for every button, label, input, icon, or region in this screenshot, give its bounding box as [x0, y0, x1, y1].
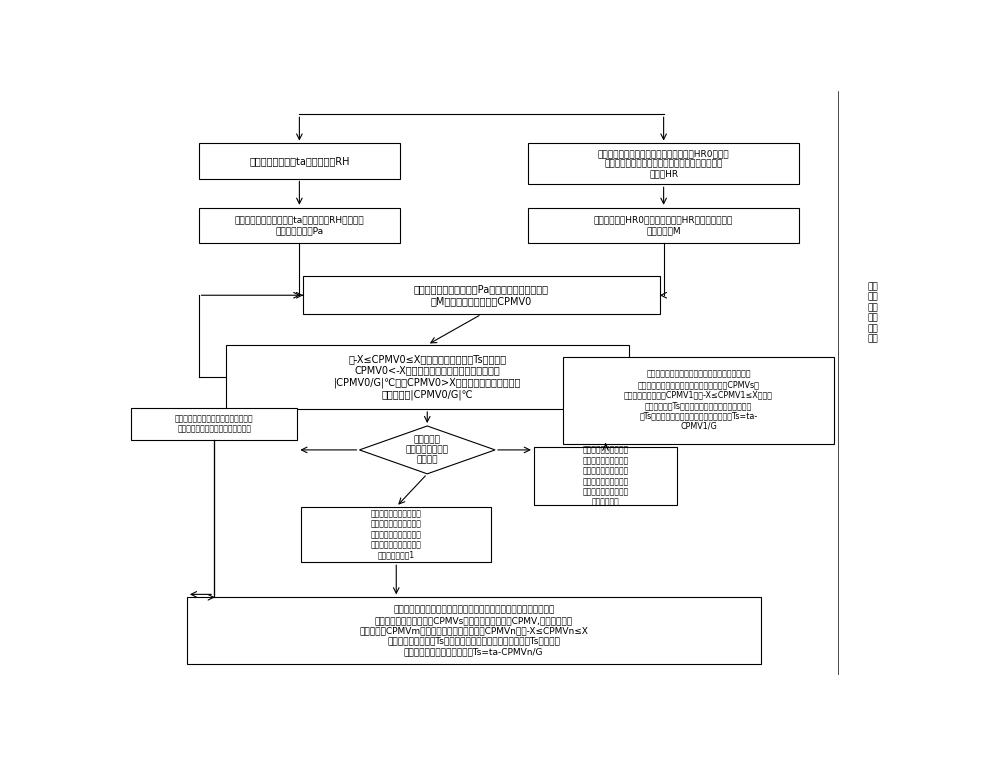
- FancyBboxPatch shape: [226, 345, 629, 409]
- Text: 是否接收到
用户输入的空调温
度设定点: 是否接收到 用户输入的空调温 度设定点: [406, 435, 449, 465]
- Text: 接收到用户输入的空调温
度设定点，且采用多次加
权控制模式，历史上接收
到用户输入的空调温度设
定点的次数大于1: 接收到用户输入的空调温 度设定点，且采用多次加 权控制模式，历史上接收 到用户输…: [371, 509, 422, 560]
- Text: 当-X≤CPMV0≤X时，空调温度设定点Ts不变；当
CPMV0<-X时，空调温度设定点相对于室温上升
|CPMV0/G|℃；当CPMV0>X时，空调温度设定点: 当-X≤CPMV0≤X时，空调温度设定点Ts不变；当 CPMV0<-X时，空调温…: [334, 354, 521, 400]
- FancyBboxPatch shape: [199, 208, 400, 243]
- Text: 按照用户输入的空调温度设定点进行控制，运行第
三预设时间段后，计算用户设定热感觉指标CPMVs，
计算热感觉指标差值CPMV1，当-X≤CPMV1≤X时，空
调: 按照用户输入的空调温度设定点进行控制，运行第 三预设时间段后，计算用户设定热感觉…: [624, 370, 773, 431]
- FancyBboxPatch shape: [199, 143, 400, 179]
- FancyBboxPatch shape: [534, 447, 677, 506]
- Text: 基于静息心率HR0及实时平均心率HR计算用户实时代
谢率估算值M: 基于静息心率HR0及实时平均心率HR计算用户实时代 谢率估算值M: [594, 215, 733, 235]
- Text: 基于室内空气水分分压力Pa及用户实时代谢率估算
值M计算用户热感觉指标CPMV0: 基于室内空气水分分压力Pa及用户实时代谢率估算 值M计算用户热感觉指标CPMV0: [414, 284, 549, 306]
- Text: 基于采集的室内空气温度ta及室内湿度RH计算室内
空气水分分压力Pa: 基于采集的室内空气温度ta及室内湿度RH计算室内 空气水分分压力Pa: [235, 215, 364, 235]
- Text: 采集用户平均历史睡眠心率作为静息心率HR0，采集
用户当前时刻之前第一预设时长的心率作为实时平
均心率HR: 采集用户平均历史睡眠心率作为静息心率HR0，采集 用户当前时刻之前第一预设时长的…: [598, 149, 729, 179]
- FancyBboxPatch shape: [131, 408, 297, 440]
- Text: 接收到用户输入的空调
温度设定点，且采用单
次简单控制模式或采用
多次加权控制模式但首
次接收到用户输入的空
调温度设定点: 接收到用户输入的空调 温度设定点，且采用单 次简单控制模式或采用 多次加权控制模…: [582, 446, 629, 506]
- FancyBboxPatch shape: [303, 276, 660, 315]
- Text: 按照用户输入的空调温度设定点进行控制，运行第三预设时间段后，
计算用户设定热感觉指标CPMVs，基于所有历史上的CPMV,计算加权平均
热感觉指标CPMVm，计: 按照用户输入的空调温度设定点进行控制，运行第三预设时间段后， 计算用户设定热感觉…: [359, 606, 588, 656]
- FancyBboxPatch shape: [528, 143, 799, 184]
- FancyBboxPatch shape: [563, 356, 834, 444]
- FancyBboxPatch shape: [528, 208, 799, 243]
- Polygon shape: [359, 426, 495, 474]
- FancyBboxPatch shape: [187, 597, 761, 665]
- Text: 控制
并运
行第
二预
设时
长后: 控制 并运 行第 二预 设时 长后: [868, 282, 878, 343]
- Text: 进行控制并运行第二预设时长后，始终
未接收到用户输入的空调温度设定点: 进行控制并运行第二预设时长后，始终 未接收到用户输入的空调温度设定点: [175, 414, 253, 434]
- Text: 采集室内空气温度ta及室内湿度RH: 采集室内空气温度ta及室内湿度RH: [249, 156, 350, 166]
- FancyBboxPatch shape: [301, 507, 491, 562]
